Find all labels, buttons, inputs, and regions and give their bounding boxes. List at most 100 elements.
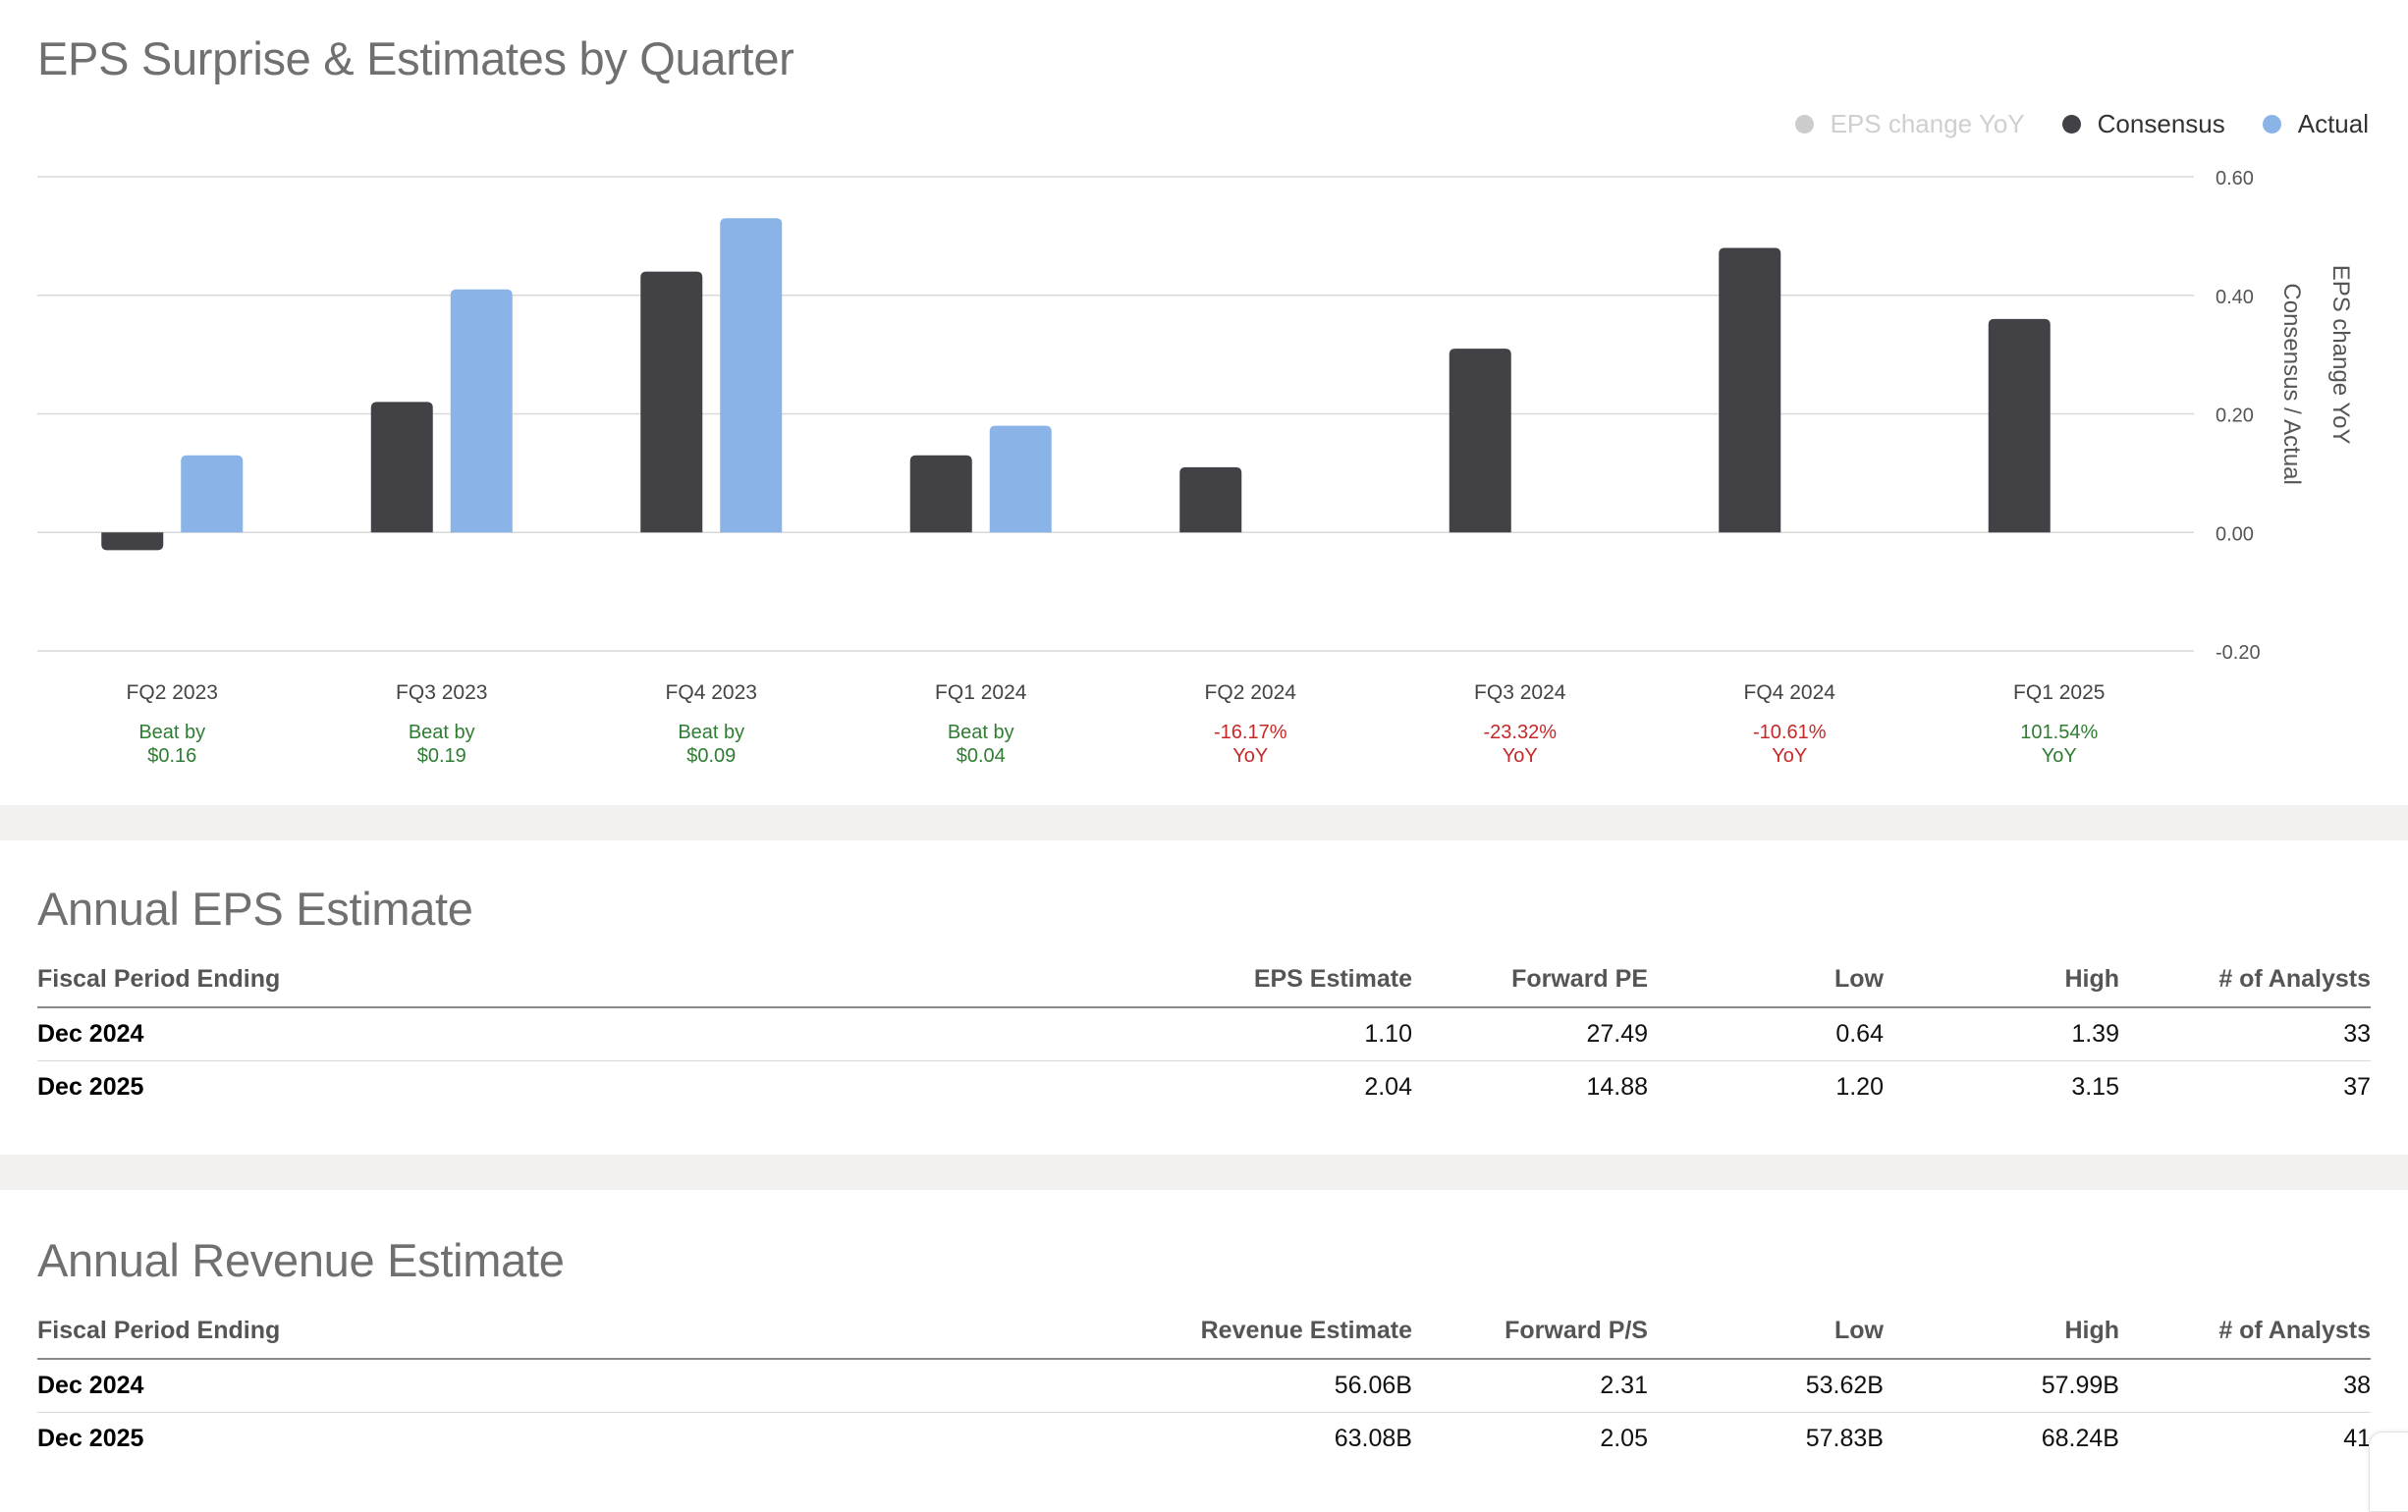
consensus-bar [1988, 318, 2051, 533]
annual-eps-table: Fiscal Period Ending EPS Estimate Forwar… [37, 952, 2371, 1113]
surprise-label: $0.04 [957, 745, 1006, 767]
surprise-label: YoY [1772, 745, 1807, 767]
column-header[interactable]: Fiscal Period Ending [37, 1304, 1118, 1360]
annual-revenue-title: Annual Revenue Estimate [37, 1234, 565, 1286]
eps-estimate-cell: 1.10 [1118, 1007, 1412, 1061]
high-cell: 68.24B [2041, 1425, 2119, 1452]
x-tick-label: FQ3 2024 [1474, 681, 1566, 704]
forward-pe-cell: 14.88 [1586, 1073, 1648, 1101]
surprise-label: Beat by [409, 722, 475, 743]
legend-item[interactable]: EPS change YoY [1794, 109, 2025, 139]
low-cell: 0.64 [1648, 1007, 1884, 1061]
x-tick-label: FQ3 2023 [396, 681, 487, 704]
right-axis-title: Consensus / Actual [2278, 283, 2305, 484]
legend-label: Actual [2297, 108, 2369, 138]
low-cell: 57.83B [1805, 1425, 1884, 1452]
period-cell: Dec 2025 [37, 1073, 144, 1101]
column-header[interactable]: Forward PE [1412, 952, 1648, 1008]
x-tick-label: FQ1 2024 [935, 681, 1027, 704]
chart-title: EPS Surprise & Estimates by Quarter [37, 32, 794, 84]
column-header[interactable]: # of Analysts [2119, 952, 2371, 1008]
column-header[interactable]: # of Analysts [2119, 1304, 2371, 1360]
consensus-bar [1449, 349, 1511, 533]
column-header[interactable]: High [1884, 1304, 2119, 1360]
column-header[interactable]: EPS Estimate [1118, 952, 1412, 1008]
forward-ps-cell: 2.31 [1412, 1359, 1648, 1413]
x-tick-label: FQ2 2023 [127, 681, 218, 704]
column-header[interactable]: High [1884, 952, 2119, 1008]
analysts-cell: 41 [2343, 1425, 2371, 1452]
consensus-bar [1179, 466, 1242, 533]
annual-eps-section: Annual EPS Estimate Fiscal Period Ending… [0, 840, 2408, 1155]
x-tick-label: FQ1 2025 [2013, 681, 2105, 704]
dot-icon [1794, 114, 1814, 134]
table-header-row: Fiscal Period Ending EPS Estimate Forwar… [37, 952, 2371, 1008]
table-row: Dec 2025 2.04 14.88 1.20 3.15 37 [37, 1061, 2371, 1114]
revenue-estimate-cell: 63.08B [1334, 1425, 1412, 1452]
section-divider [0, 805, 2408, 840]
y-tick-label: 0.40 [2216, 287, 2254, 308]
y-tick-label: 0.20 [2216, 405, 2254, 427]
forward-pe-cell: 27.49 [1412, 1007, 1648, 1061]
annual-revenue-table: Fiscal Period Ending Revenue Estimate Fo… [37, 1304, 2371, 1465]
forward-ps-cell: 2.05 [1600, 1425, 1648, 1452]
actual-bar [989, 425, 1052, 533]
consensus-bar [640, 271, 703, 533]
high-cell: 3.15 [2071, 1073, 2119, 1101]
dot-icon [2061, 114, 2081, 134]
dot-icon [2262, 114, 2281, 134]
low-cell: 53.62B [1648, 1359, 1884, 1413]
consensus-bar [909, 455, 972, 533]
y-tick-label: -0.20 [2216, 642, 2261, 664]
surprise-label: Beat by [138, 722, 205, 743]
consensus-bar [101, 532, 164, 551]
right-axis-title: EPS change YoY [2327, 265, 2354, 445]
column-header[interactable]: Low [1648, 952, 1884, 1008]
column-header[interactable]: Revenue Estimate [1118, 1304, 1412, 1360]
y-tick-label: 0.60 [2216, 168, 2254, 189]
period-cell: Dec 2024 [37, 1359, 1118, 1413]
eps-bar-chart: 0.60 0.40 0.20 0.00 -0.20 EPS change YoY Conse… [37, 168, 2354, 767]
surprise-label: $0.09 [686, 745, 736, 767]
legend-label: Consensus [2097, 108, 2225, 138]
legend-item[interactable]: Actual [2262, 108, 2369, 139]
annual-revenue-section: Annual Revenue Estimate Fiscal Period En… [0, 1190, 2408, 1512]
column-header[interactable]: Forward P/S [1412, 1304, 1648, 1360]
annual-eps-title: Annual EPS Estimate [37, 883, 473, 935]
actual-bar [181, 455, 244, 533]
surprise-label: -10.61% [1753, 722, 1827, 743]
period-cell: Dec 2024 [37, 1007, 1118, 1061]
table-row: Dec 2025 63.08B 2.05 57.83B 68.24B 41 [37, 1413, 2371, 1466]
surprise-label: -16.17% [1214, 722, 1287, 743]
surprise-label: -23.32% [1484, 722, 1558, 743]
x-tick-label: FQ4 2024 [1744, 681, 1836, 704]
legend-item[interactable]: Consensus [2061, 108, 2225, 139]
analysts-cell: 38 [2119, 1359, 2371, 1413]
surprise-label: Beat by [678, 722, 744, 743]
actual-bar [450, 289, 513, 533]
chart-legend: EPS change YoY Consensus Actual [1794, 108, 2369, 139]
y-tick-label: 0.00 [2216, 523, 2254, 545]
period-cell: Dec 2025 [37, 1425, 144, 1452]
surprise-label: Beat by [948, 722, 1014, 743]
actual-bar [720, 218, 783, 533]
analysts-cell: 33 [2119, 1007, 2371, 1061]
table-header-row: Fiscal Period Ending Revenue Estimate Fo… [37, 1304, 2371, 1360]
floating-widget-tab[interactable] [2369, 1431, 2408, 1512]
consensus-bar [1719, 247, 1781, 533]
column-header[interactable]: Fiscal Period Ending [37, 952, 1118, 1008]
surprise-label: YoY [1232, 745, 1268, 767]
surprise-label: YoY [2042, 745, 2077, 767]
table-row: Dec 2024 1.10 27.49 0.64 1.39 33 [37, 1007, 2371, 1061]
surprise-label: 101.54% [2020, 722, 2098, 743]
surprise-label: $0.19 [417, 745, 466, 767]
high-cell: 57.99B [1884, 1359, 2119, 1413]
high-cell: 1.39 [1884, 1007, 2119, 1061]
low-cell: 1.20 [1835, 1073, 1884, 1101]
section-divider [0, 1155, 2408, 1190]
surprise-label: YoY [1503, 745, 1538, 767]
x-tick-label: FQ2 2024 [1205, 681, 1297, 704]
x-tick-label: FQ4 2023 [666, 681, 757, 704]
column-header[interactable]: Low [1648, 1304, 1884, 1360]
surprise-label: $0.16 [147, 745, 196, 767]
